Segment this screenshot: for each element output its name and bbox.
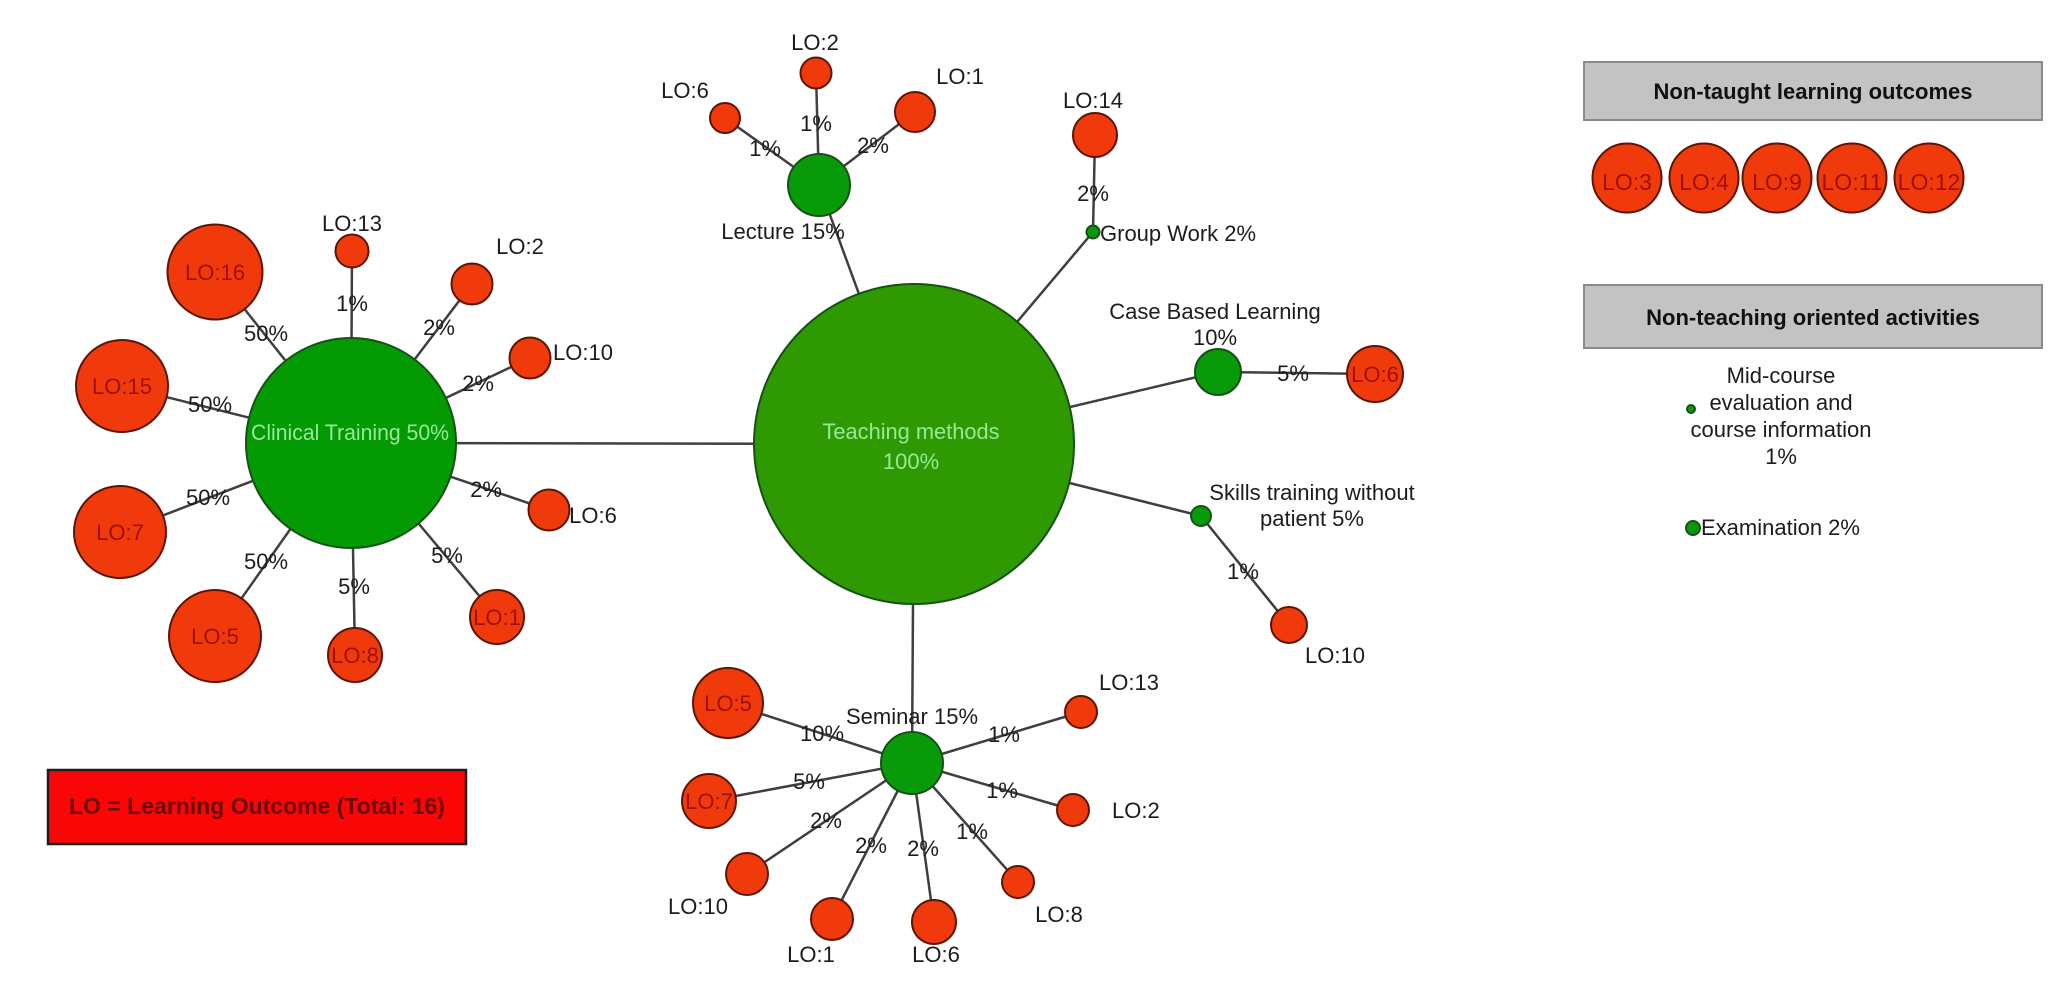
svg-text:LO:6: LO:6	[1351, 362, 1399, 387]
svg-text:50%: 50%	[188, 392, 232, 417]
svg-text:1%: 1%	[956, 819, 988, 844]
svg-text:5%: 5%	[793, 769, 825, 794]
svg-text:2%: 2%	[1077, 181, 1109, 206]
svg-text:Lecture 15%: Lecture 15%	[721, 219, 845, 244]
svg-text:LO:7: LO:7	[685, 789, 733, 814]
svg-text:LO:6: LO:6	[912, 942, 960, 967]
svg-text:LO:8: LO:8	[1035, 902, 1083, 927]
svg-text:LO:4: LO:4	[1679, 169, 1729, 195]
svg-text:LO:16: LO:16	[185, 260, 245, 285]
svg-text:2%: 2%	[855, 833, 887, 858]
svg-text:LO:9: LO:9	[1752, 169, 1802, 195]
svg-text:Case Based Learning: Case Based Learning	[1109, 299, 1321, 324]
svg-text:100%: 100%	[883, 449, 939, 474]
svg-text:LO:13: LO:13	[322, 211, 382, 236]
svg-text:2%: 2%	[907, 836, 939, 861]
svg-text:1%: 1%	[336, 291, 368, 316]
svg-text:50%: 50%	[186, 485, 230, 510]
svg-text:1%: 1%	[1765, 444, 1797, 469]
svg-text:LO:5: LO:5	[704, 691, 752, 716]
svg-text:5%: 5%	[1277, 361, 1309, 386]
svg-text:LO:5: LO:5	[191, 624, 239, 649]
svg-text:5%: 5%	[431, 543, 463, 568]
svg-text:LO:7: LO:7	[96, 520, 144, 545]
svg-text:Seminar 15%: Seminar 15%	[846, 704, 978, 729]
svg-text:LO:6: LO:6	[661, 78, 709, 103]
svg-text:LO:2: LO:2	[496, 234, 544, 259]
svg-text:LO = Learning Outcome (Total:: LO = Learning Outcome (Total: 16)	[69, 793, 445, 819]
svg-text:10%: 10%	[1193, 325, 1237, 350]
svg-text:LO:2: LO:2	[1112, 798, 1160, 823]
svg-text:LO:15: LO:15	[92, 374, 152, 399]
svg-text:LO:10: LO:10	[1305, 643, 1365, 668]
svg-text:2%: 2%	[470, 477, 502, 502]
svg-text:LO:10: LO:10	[668, 894, 728, 919]
svg-text:LO:6: LO:6	[569, 503, 617, 528]
svg-text:LO:1: LO:1	[787, 942, 835, 967]
svg-text:LO:12: LO:12	[1898, 169, 1961, 195]
svg-text:2%: 2%	[810, 808, 842, 833]
svg-text:1%: 1%	[749, 136, 781, 161]
svg-text:Non-teaching oriented activiti: Non-teaching oriented activities	[1646, 305, 1980, 330]
svg-text:1%: 1%	[1227, 559, 1259, 584]
svg-text:Mid-course: Mid-course	[1727, 363, 1836, 388]
svg-text:50%: 50%	[244, 321, 288, 346]
svg-text:LO:10: LO:10	[553, 340, 613, 365]
svg-text:2%: 2%	[423, 315, 455, 340]
svg-text:2%: 2%	[857, 133, 889, 158]
svg-text:Clinical Training 50%: Clinical Training 50%	[251, 420, 449, 445]
svg-text:patient 5%: patient 5%	[1260, 506, 1364, 531]
svg-text:LO:1: LO:1	[473, 605, 521, 630]
svg-text:1%: 1%	[988, 722, 1020, 747]
svg-text:Teaching methods: Teaching methods	[823, 419, 1000, 444]
svg-text:5%: 5%	[338, 574, 370, 599]
svg-text:course information: course information	[1691, 417, 1872, 442]
svg-text:2%: 2%	[462, 371, 494, 396]
svg-text:LO:11: LO:11	[1822, 169, 1883, 195]
svg-text:Examination 2%: Examination 2%	[1701, 515, 1860, 540]
svg-text:LO:3: LO:3	[1602, 169, 1652, 195]
svg-text:LO:8: LO:8	[331, 643, 379, 668]
svg-text:LO:1: LO:1	[936, 64, 984, 89]
svg-text:LO:2: LO:2	[791, 30, 839, 55]
svg-text:Skills training without: Skills training without	[1209, 480, 1414, 505]
svg-text:evaluation and: evaluation and	[1709, 390, 1852, 415]
svg-text:Non-taught learning outcomes: Non-taught learning outcomes	[1654, 79, 1973, 104]
svg-text:50%: 50%	[244, 549, 288, 574]
svg-text:1%: 1%	[986, 778, 1018, 803]
svg-text:LO:14: LO:14	[1063, 88, 1123, 113]
svg-text:LO:13: LO:13	[1099, 670, 1159, 695]
svg-text:10%: 10%	[800, 721, 844, 746]
svg-text:1%: 1%	[800, 111, 832, 136]
svg-text:Group Work 2%: Group Work 2%	[1100, 221, 1256, 246]
